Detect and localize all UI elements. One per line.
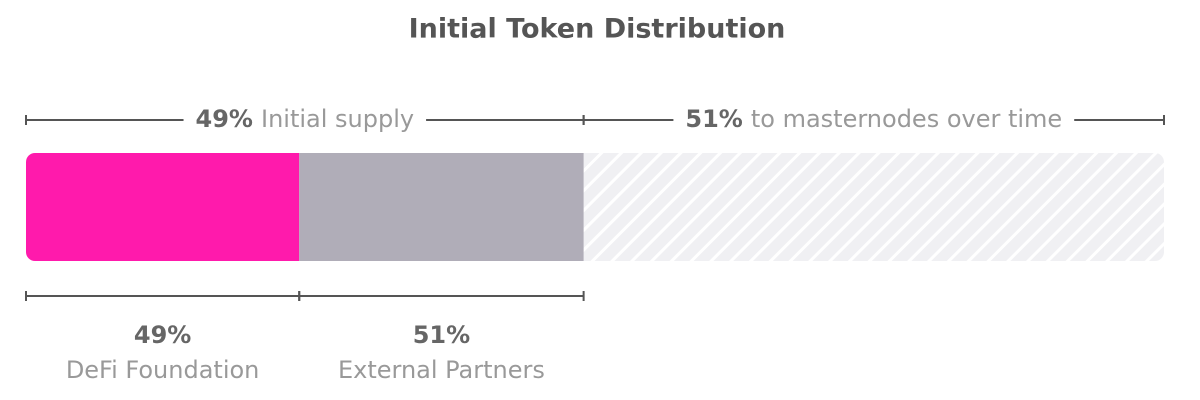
group-name: Initial supply xyxy=(261,105,414,133)
group-label: 49% Initial supply xyxy=(196,105,415,133)
segment-percent: 49% xyxy=(134,321,191,349)
label-gap xyxy=(183,105,427,133)
segment-name: DeFi Foundation xyxy=(66,356,260,384)
bar-segment xyxy=(299,153,584,261)
group-label: 51% to masternodes over time xyxy=(685,105,1062,133)
group-percent: 49% xyxy=(196,105,253,133)
group-name: to masternodes over time xyxy=(751,105,1062,133)
bar-segment xyxy=(26,153,300,261)
group-percent: 51% xyxy=(685,105,742,133)
label-gap xyxy=(673,105,1075,133)
chart-title: Initial Token Distribution xyxy=(409,14,786,45)
bar-segment-remaining xyxy=(583,153,1164,261)
bar xyxy=(26,153,1164,261)
segment-name: External Partners xyxy=(338,356,545,384)
segment-percent: 51% xyxy=(413,321,470,349)
